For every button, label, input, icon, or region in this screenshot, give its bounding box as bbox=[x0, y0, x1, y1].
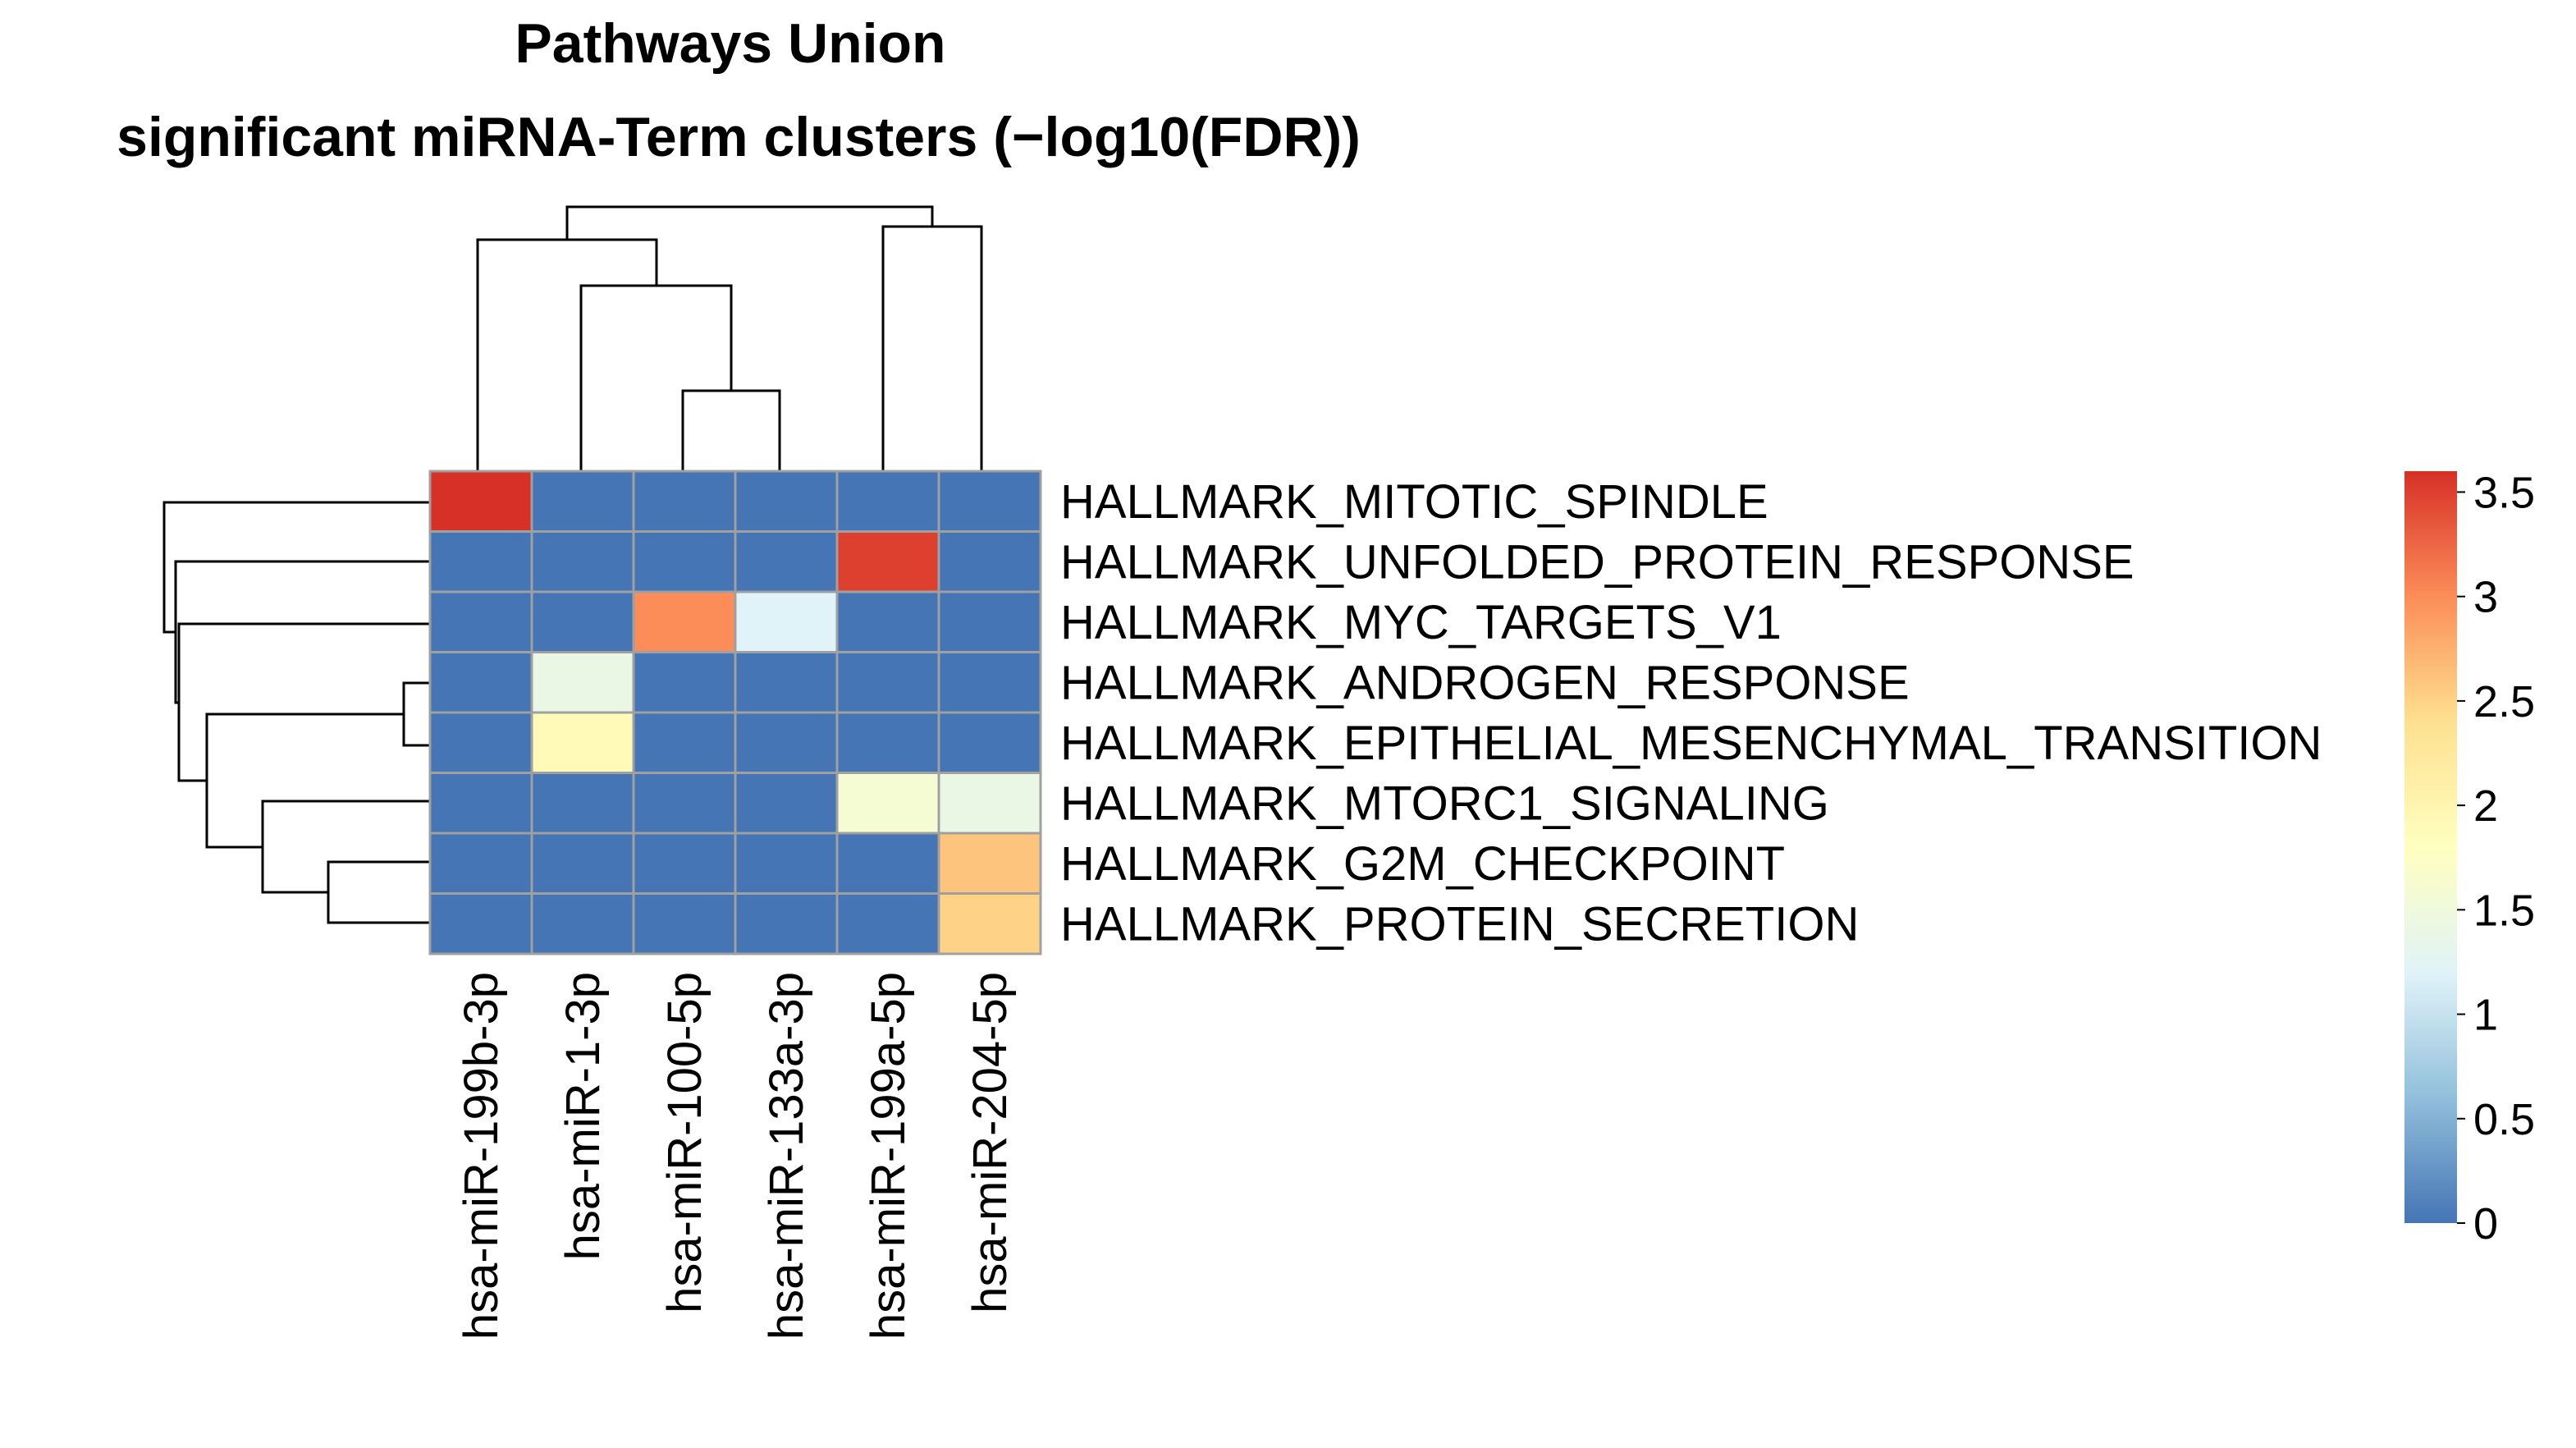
color-legend-ticks: 0 0.5 1 1.5 2 2.5 3 3.5 bbox=[2457, 468, 2535, 1249]
heatmap-cell bbox=[428, 832, 533, 895]
col-dendro-merge-1-cluster bbox=[579, 284, 733, 471]
col-dendro-merge-199a-204 bbox=[881, 225, 983, 471]
heatmap-cell bbox=[937, 711, 1042, 774]
heatmap-cell bbox=[530, 832, 635, 895]
heatmap-cell bbox=[530, 530, 635, 593]
row-labels: HALLMARK_MITOTIC_SPINDLE HALLMARK_UNFOLDE… bbox=[1060, 475, 2322, 951]
legend-tick-label: 3 bbox=[2473, 573, 2498, 622]
row-dendro-merge-root bbox=[162, 501, 430, 634]
heatmap-cell bbox=[734, 772, 839, 835]
legend-tick-label: 1 bbox=[2473, 991, 2498, 1040]
legend-tick-label: 1.5 bbox=[2473, 886, 2535, 935]
color-legend-bar bbox=[2404, 471, 2457, 1223]
heatmap-cell bbox=[835, 651, 940, 714]
column-labels: hsa-miR-199b-3p hsa-miR-1-3p hsa-miR-100-5… bbox=[455, 972, 1017, 1340]
heatmap-cell bbox=[632, 772, 737, 835]
heatmap-cell bbox=[937, 832, 1042, 895]
heatmap-cell bbox=[428, 892, 533, 955]
heatmap-cell bbox=[530, 772, 635, 835]
legend-tick-label: 2 bbox=[2473, 781, 2498, 831]
row-label: HALLMARK_ANDROGEN_RESPONSE bbox=[1060, 656, 1910, 709]
heatmap-cell bbox=[530, 651, 635, 714]
heatmap-cell bbox=[734, 530, 839, 593]
column-dendrogram bbox=[476, 205, 983, 471]
heatmap-cell bbox=[428, 772, 533, 835]
heatmap-cell bbox=[937, 470, 1042, 533]
heatmap-cell bbox=[632, 651, 737, 714]
heatmap-cell bbox=[530, 892, 635, 955]
column-label: hsa-miR-199b-3p bbox=[455, 972, 508, 1340]
heatmap-cell bbox=[937, 530, 1042, 593]
chart-subtitle: significant miRNA-Term clusters (−log10(… bbox=[117, 106, 1361, 168]
row-dendrogram bbox=[162, 501, 430, 924]
heatmap-cell bbox=[734, 470, 839, 533]
column-label: hsa-miR-133a-3p bbox=[760, 972, 813, 1340]
heatmap-cell bbox=[835, 892, 940, 955]
heatmap-cell bbox=[835, 832, 940, 895]
row-dendro-merge-androgen-emt bbox=[402, 681, 430, 747]
col-dendro-merge-133-100 bbox=[681, 389, 781, 471]
heatmap-cell bbox=[835, 530, 940, 593]
heatmap-cell bbox=[530, 470, 635, 533]
row-label: HALLMARK_MITOTIC_SPINDLE bbox=[1060, 475, 1768, 529]
color-legend: 0 0.5 1 1.5 2 2.5 3 3.5 bbox=[2404, 468, 2535, 1249]
row-label: HALLMARK_G2M_CHECKPOINT bbox=[1060, 837, 1785, 891]
heatmap-cell bbox=[835, 590, 940, 653]
heatmap-cell bbox=[530, 590, 635, 653]
col-dendro-merge-root bbox=[565, 205, 934, 240]
col-dendro-merge-199b bbox=[476, 238, 658, 471]
row-dendro-merge-upr bbox=[174, 560, 430, 704]
column-label: hsa-miR-1-3p bbox=[556, 972, 610, 1260]
heatmap-cell bbox=[632, 590, 737, 653]
heatmap-cell bbox=[428, 711, 533, 774]
heatmap-cells bbox=[428, 470, 1042, 955]
heatmap-cell bbox=[428, 470, 533, 533]
heatmap-cell bbox=[734, 892, 839, 955]
heatmap-cell bbox=[428, 590, 533, 653]
heatmap-cell bbox=[734, 711, 839, 774]
column-label: hsa-miR-204-5p bbox=[963, 972, 1017, 1313]
row-label: HALLMARK_MTORC1_SIGNALING bbox=[1060, 777, 1829, 830]
column-label: hsa-miR-199a-5p bbox=[862, 972, 915, 1340]
heatmap-cell bbox=[835, 772, 940, 835]
heatmap-cell bbox=[632, 832, 737, 895]
legend-tick-label: 0 bbox=[2473, 1199, 2498, 1249]
row-label: HALLMARK_EPITHELIAL_MESENCHYMAL_TRANSITI… bbox=[1060, 717, 2322, 770]
row-dendro-merge-g2m-secretion bbox=[327, 860, 430, 924]
legend-tick-label: 2.5 bbox=[2473, 677, 2535, 726]
heatmap-cell bbox=[734, 651, 839, 714]
heatmap-cell bbox=[937, 772, 1042, 835]
heatmap-cell bbox=[734, 832, 839, 895]
column-label: hsa-miR-100-5p bbox=[658, 972, 711, 1313]
chart-title: Pathways Union bbox=[515, 12, 945, 75]
heatmap-cell bbox=[632, 530, 737, 593]
heatmap-cell bbox=[632, 470, 737, 533]
row-label: HALLMARK_UNFOLDED_PROTEIN_RESPONSE bbox=[1060, 535, 2134, 589]
row-dendro-merge-myc bbox=[177, 622, 430, 782]
row-dendro-merge-mtorc1 bbox=[261, 800, 430, 894]
heatmap-cell bbox=[937, 590, 1042, 653]
row-label: HALLMARK_PROTEIN_SECRETION bbox=[1060, 897, 1859, 951]
legend-tick-label: 0.5 bbox=[2473, 1095, 2535, 1144]
row-label: HALLMARK_MYC_TARGETS_V1 bbox=[1060, 596, 1782, 649]
heatmap-cell bbox=[835, 470, 940, 533]
heatmap-cell bbox=[632, 892, 737, 955]
heatmap-cell bbox=[835, 711, 940, 774]
heatmap-cell bbox=[937, 651, 1042, 714]
heatmap-cell bbox=[734, 590, 839, 653]
legend-tick-label: 3.5 bbox=[2473, 468, 2535, 517]
heatmap-cell bbox=[428, 651, 533, 714]
heatmap-cell bbox=[937, 892, 1042, 955]
heatmap-cell bbox=[428, 530, 533, 593]
row-dendro-merge-lower-clusters bbox=[205, 713, 404, 849]
heatmap-cell bbox=[632, 711, 737, 774]
heatmap-cell bbox=[530, 711, 635, 774]
